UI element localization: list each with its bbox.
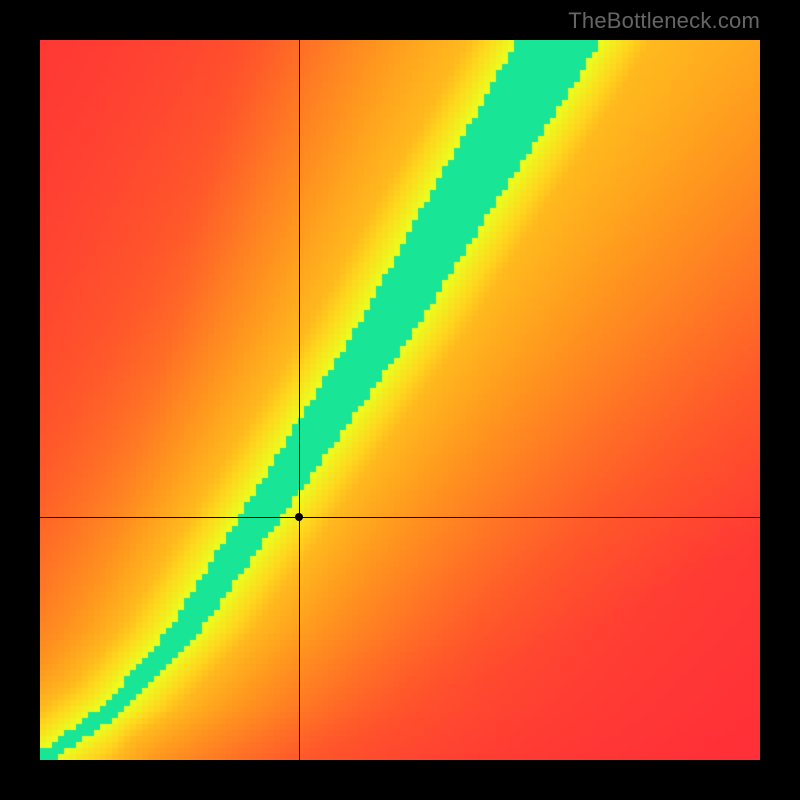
- crosshair-vertical: [299, 40, 300, 760]
- crosshair-marker: [295, 513, 303, 521]
- crosshair-horizontal: [40, 517, 760, 518]
- watermark-text: TheBottleneck.com: [568, 8, 760, 34]
- heatmap-canvas: [40, 40, 760, 760]
- heatmap-plot: [40, 40, 760, 760]
